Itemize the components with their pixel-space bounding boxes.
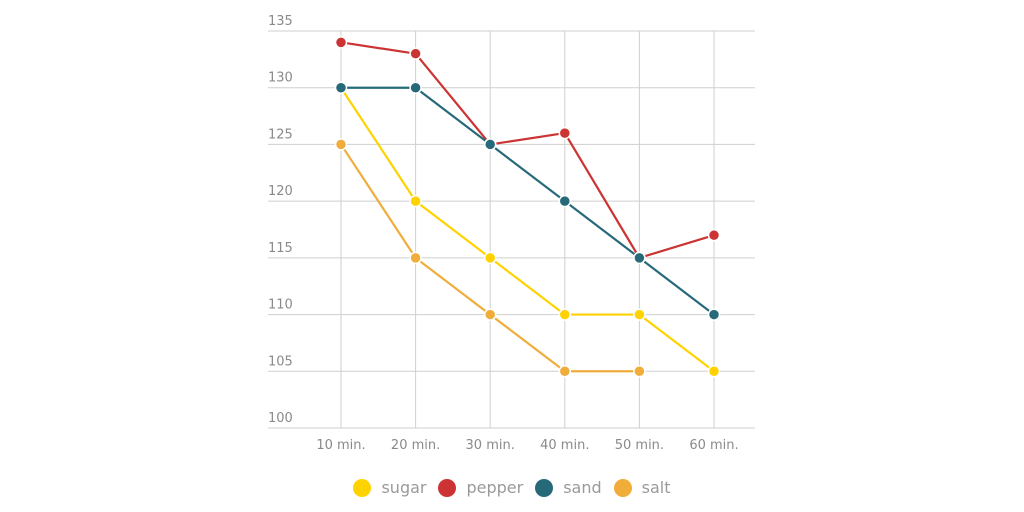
legend: sugar pepper sand salt [0, 478, 1024, 497]
legend-marker-icon [438, 478, 457, 497]
data-point[interactable] [409, 251, 422, 265]
data-point[interactable] [409, 81, 422, 94]
y-tick-label: 135 [268, 14, 293, 29]
data-point[interactable] [334, 81, 348, 94]
data-point[interactable] [633, 308, 646, 321]
y-tick-label: 110 [268, 298, 293, 313]
data-point[interactable] [558, 308, 572, 321]
y-axis: 100 105 110 115 120 125 130 135 [268, 14, 293, 426]
legend-label: salt [641, 478, 671, 497]
data-point[interactable] [558, 126, 572, 140]
legend-item-pepper[interactable]: pepper [438, 478, 523, 497]
y-tick-label: 105 [268, 354, 293, 369]
legend-item-sugar[interactable]: sugar [353, 478, 426, 497]
series-salt [334, 138, 646, 378]
data-point[interactable] [633, 251, 646, 265]
y-tick-label: 130 [268, 71, 293, 86]
data-point[interactable] [707, 228, 721, 242]
x-tick-label: 20 min. [391, 438, 440, 453]
series-pepper [334, 36, 721, 265]
x-tick-label: 40 min. [540, 438, 589, 453]
data-point[interactable] [483, 251, 497, 265]
data-point[interactable] [409, 47, 422, 60]
legend-marker-icon [353, 478, 372, 497]
legend-label: sand [563, 478, 602, 497]
y-tick-label: 115 [268, 241, 293, 256]
legend-item-sand[interactable]: sand [535, 478, 602, 497]
data-point[interactable] [334, 138, 348, 151]
x-tick-label: 60 min. [689, 438, 738, 453]
legend-label: sugar [381, 478, 427, 497]
x-tick-label: 10 min. [316, 438, 365, 453]
y-tick-label: 100 [268, 411, 293, 426]
data-point[interactable] [409, 194, 422, 208]
x-tick-label: 30 min. [466, 438, 515, 453]
legend-item-salt[interactable]: salt [613, 478, 671, 497]
data-point[interactable] [334, 36, 348, 49]
x-tick-label: 50 min. [615, 438, 664, 453]
y-tick-label: 125 [268, 127, 293, 142]
x-axis: 10 min. 20 min. 30 min. 40 min. 50 min. 60 mi… [316, 438, 738, 453]
data-point[interactable] [483, 138, 497, 151]
legend-marker-icon [613, 478, 632, 497]
legend-label: pepper [466, 478, 524, 497]
data-point[interactable] [707, 365, 721, 378]
series-group [334, 36, 721, 378]
series-sand [334, 81, 721, 321]
data-point[interactable] [633, 365, 646, 378]
data-point[interactable] [707, 308, 721, 321]
series-sugar [334, 81, 721, 378]
line-chart: 100 105 110 115 120 125 130 135 10 min. 20 min. 3… [268, 14, 755, 453]
data-point[interactable] [558, 194, 572, 208]
data-point[interactable] [483, 308, 497, 321]
data-point[interactable] [558, 365, 572, 378]
legend-marker-icon [535, 478, 554, 497]
y-tick-label: 120 [268, 184, 293, 199]
